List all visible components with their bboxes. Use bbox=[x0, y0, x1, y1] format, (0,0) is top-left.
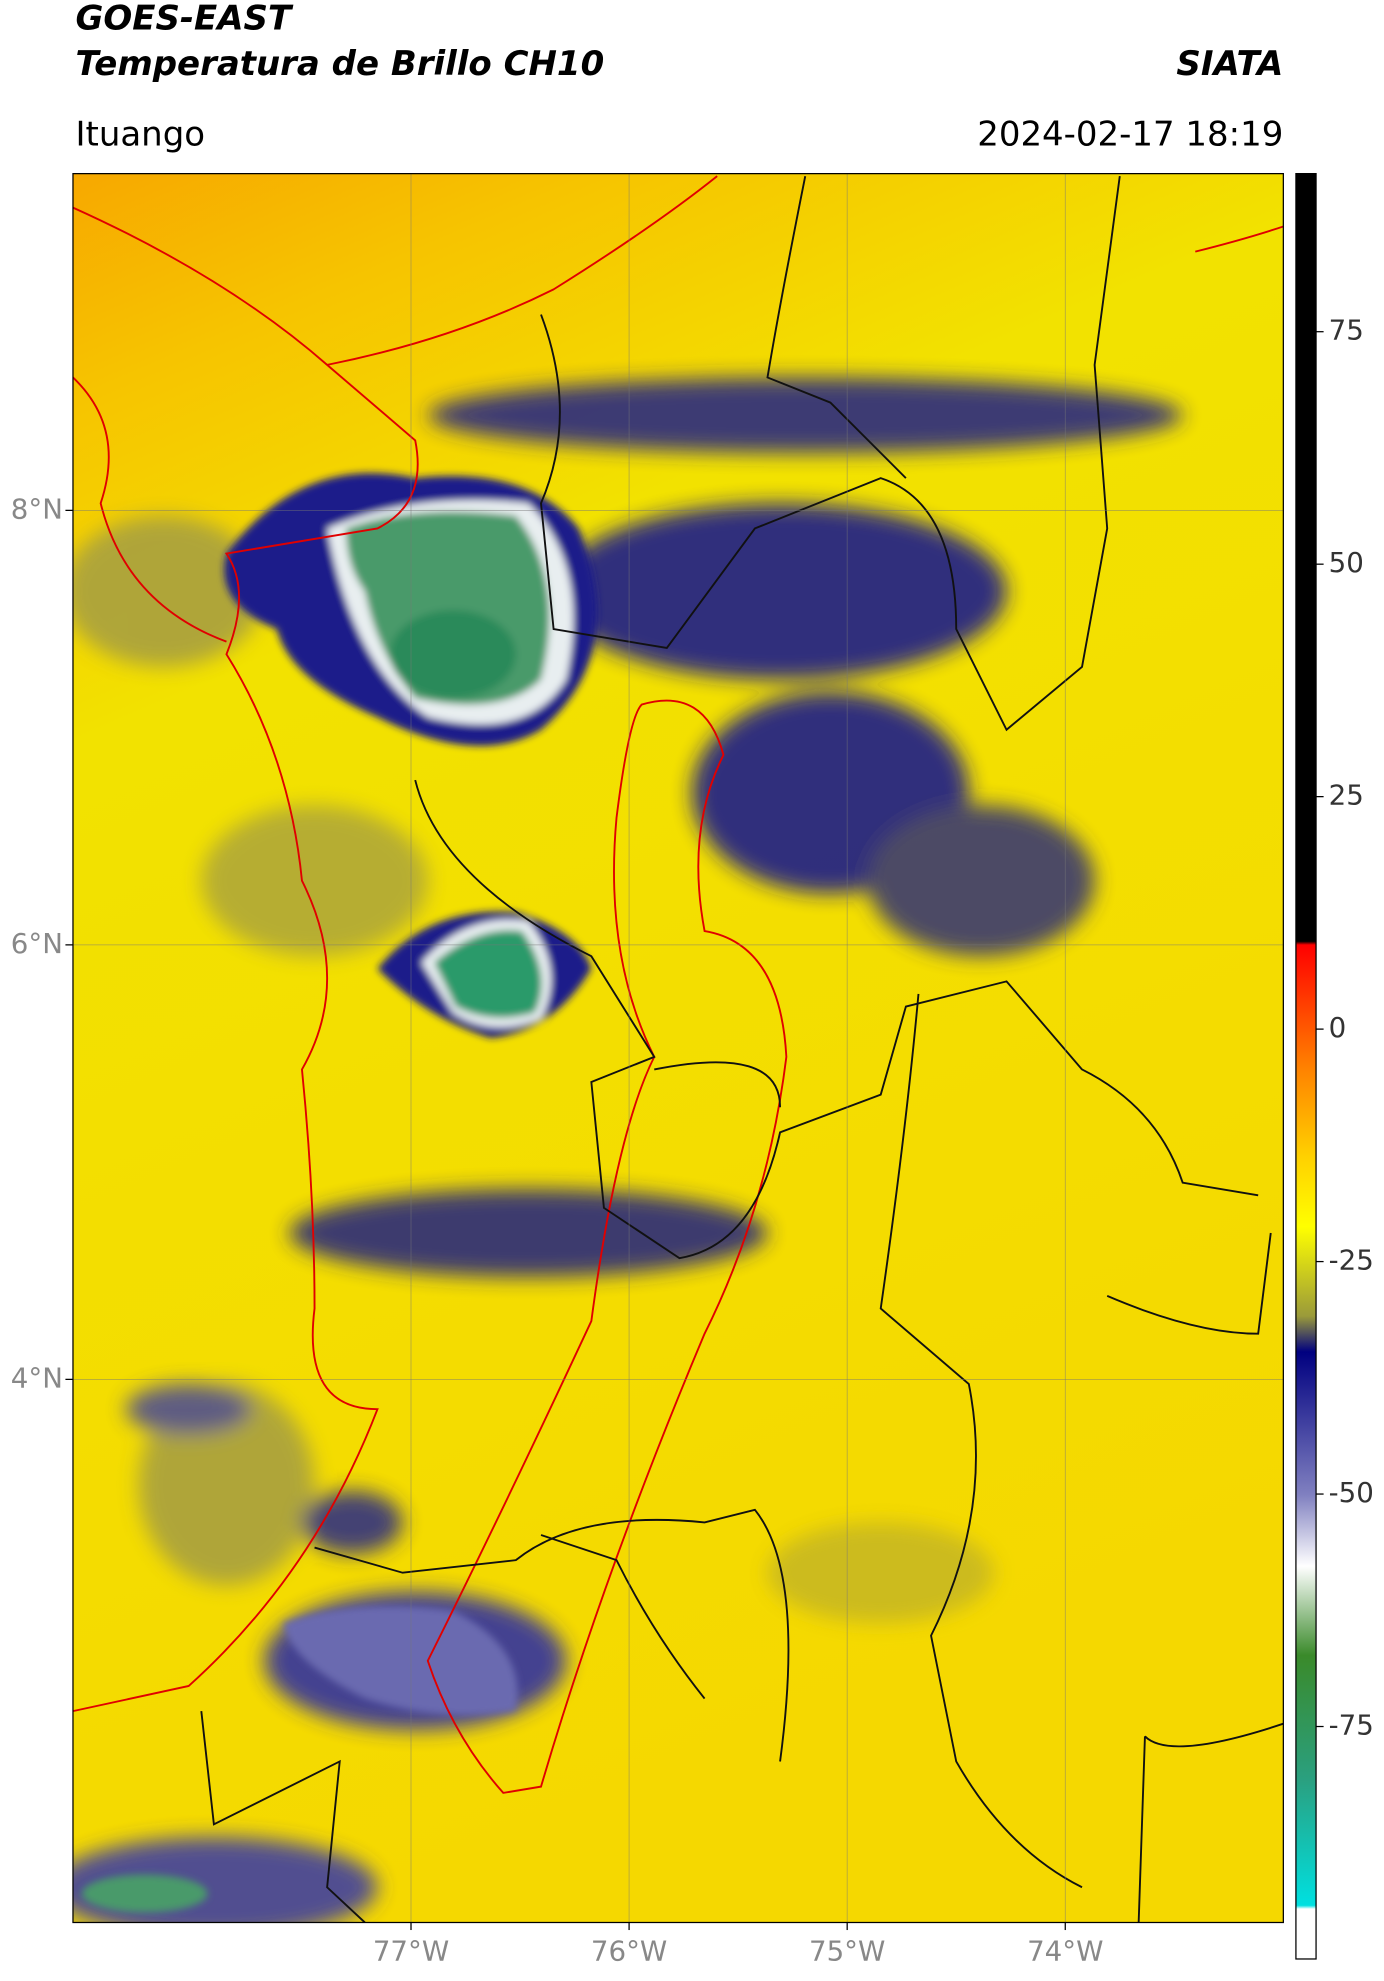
x-tick-label: 77°W bbox=[373, 1935, 449, 1968]
colorbar-tick-label: -25 bbox=[1329, 1244, 1374, 1277]
location: Ituango bbox=[75, 114, 205, 154]
y-tick-label: 8°N bbox=[11, 492, 63, 525]
colorbar bbox=[1295, 172, 1317, 1960]
x-tick-label: 76°W bbox=[591, 1935, 667, 1968]
colorbar-tick-label: 0 bbox=[1329, 1011, 1347, 1044]
title: GOES-EAST bbox=[75, 0, 293, 39]
colorbar-tick-label: -50 bbox=[1329, 1476, 1374, 1509]
source: SIATA bbox=[1176, 44, 1283, 84]
subtitle: Temperatura de Brillo CH10 bbox=[75, 44, 604, 84]
colorbar-tick-label: 75 bbox=[1329, 314, 1364, 347]
datetime: 2024-02-17 18:19 bbox=[977, 114, 1283, 154]
x-tick-label: 74°W bbox=[1027, 1935, 1103, 1968]
x-tick-label: 75°W bbox=[809, 1935, 885, 1968]
colorbar-tick-label: 25 bbox=[1329, 779, 1364, 812]
colorbar-tick-label: -75 bbox=[1329, 1709, 1374, 1742]
colorbar-tick-label: 50 bbox=[1329, 546, 1364, 579]
y-tick-label: 6°N bbox=[11, 927, 63, 960]
satellite-field bbox=[72, 173, 1284, 1923]
y-tick-label: 4°N bbox=[11, 1361, 63, 1394]
map-frame bbox=[72, 172, 1284, 1924]
